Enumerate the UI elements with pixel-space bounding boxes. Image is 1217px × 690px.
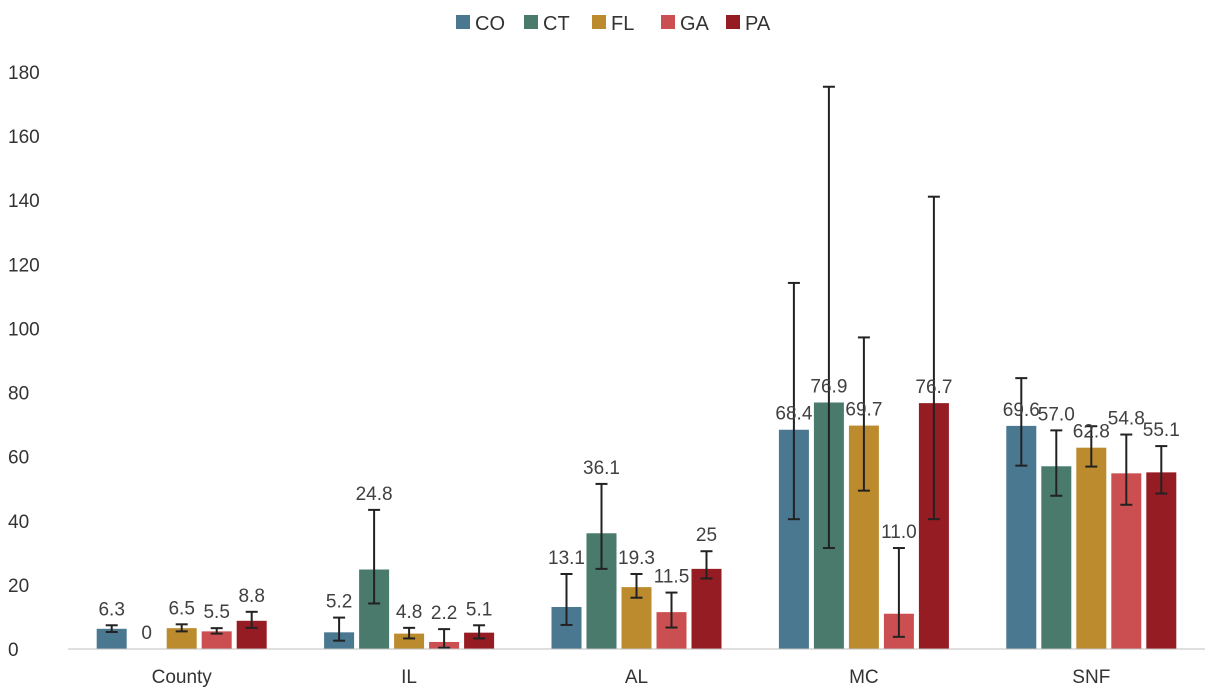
y-axis: 0 20 40 60 80 100 120 140 160 180 — [8, 63, 40, 661]
y-tick-label: 80 — [8, 384, 29, 405]
y-tick-label: 60 — [8, 448, 29, 469]
y-tick-label: 120 — [8, 255, 40, 276]
data-label: 25 — [696, 525, 717, 546]
legend-label: PA — [745, 13, 771, 35]
data-label: 24.8 — [356, 484, 393, 505]
y-tick-label: 160 — [8, 127, 40, 148]
legend-item: CO — [456, 13, 505, 35]
data-label: 55.1 — [1143, 420, 1180, 441]
data-label: 5.2 — [326, 592, 352, 613]
y-tick-label: 180 — [8, 63, 40, 84]
x-category-label: IL — [401, 667, 417, 688]
data-label: 69.7 — [845, 400, 882, 421]
x-category-label: AL — [625, 667, 648, 688]
bar — [201, 631, 232, 649]
data-label: 69.6 — [1003, 400, 1040, 421]
y-tick-label: 100 — [8, 319, 40, 340]
data-label: 62.8 — [1073, 422, 1110, 443]
y-tick-label: 40 — [8, 512, 29, 533]
data-label: 76.7 — [915, 377, 952, 398]
data-label: 11.5 — [654, 567, 690, 588]
x-category-label: County — [152, 667, 213, 688]
bar — [1146, 472, 1177, 649]
data-label: 13.1 — [548, 548, 585, 569]
legend-label: GA — [680, 13, 710, 35]
bar — [1076, 447, 1107, 649]
data-label: 6.5 — [168, 598, 194, 619]
legend-label: CT — [543, 13, 570, 35]
bar — [464, 632, 495, 649]
legend-item: PA — [726, 13, 771, 35]
data-label: 0 — [141, 623, 152, 644]
y-tick-label: 140 — [8, 191, 40, 212]
x-category-label: MC — [849, 667, 879, 688]
bars: 6.3 0 6.5 5.5 8.8 5.2 24.8 4.8 2.2 5.1 13.1 36.1 19.… — [96, 85, 1180, 649]
legend-label: FL — [611, 13, 634, 35]
data-label: 57.0 — [1038, 404, 1075, 425]
legend-label: CO — [475, 13, 505, 35]
data-label: 8.8 — [238, 586, 264, 607]
data-label: 11.0 — [881, 522, 917, 543]
data-label: 54.8 — [1108, 409, 1145, 430]
data-label: 6.3 — [98, 599, 124, 620]
data-label: 5.1 — [466, 599, 492, 620]
x-category-label: SNF — [1072, 667, 1110, 688]
legend-item: FL — [592, 13, 634, 35]
legend-swatch — [661, 15, 675, 29]
y-tick-label: 20 — [8, 576, 29, 597]
legend-swatch — [592, 15, 606, 29]
bar — [691, 568, 722, 649]
legend-swatch — [456, 15, 470, 29]
legend: CO CT FL GA PA — [456, 13, 771, 35]
legend-swatch — [524, 15, 538, 29]
data-label: 19.3 — [618, 548, 655, 569]
x-axis: County IL AL MC SNF — [68, 648, 1205, 688]
bar — [394, 633, 425, 649]
data-label: 2.2 — [431, 603, 457, 624]
bar — [166, 628, 197, 649]
data-label: 36.1 — [583, 458, 620, 479]
bar — [96, 628, 127, 649]
data-label: 4.8 — [396, 602, 422, 623]
data-label: 5.5 — [203, 602, 229, 623]
y-tick-label: 0 — [8, 640, 19, 661]
legend-item: CT — [524, 13, 570, 35]
legend-swatch — [726, 15, 740, 29]
data-label: 68.4 — [775, 404, 812, 425]
legend-item: GA — [661, 13, 710, 35]
data-label: 76.9 — [810, 376, 847, 397]
